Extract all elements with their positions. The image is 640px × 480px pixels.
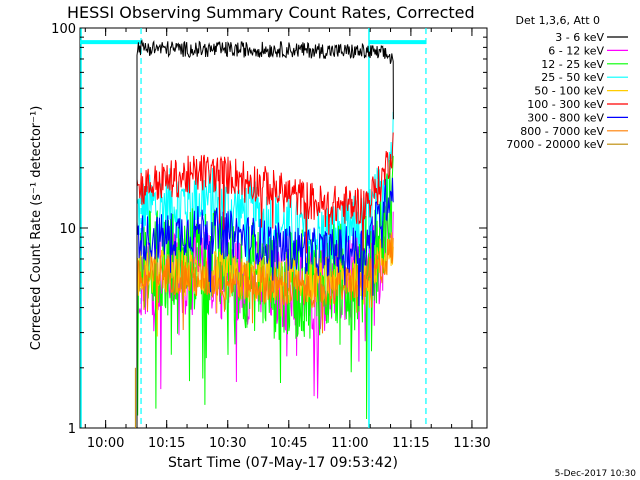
- x-tick-label-6: 11:30: [453, 436, 490, 451]
- footer-date: 5-Dec-2017 10:30: [555, 469, 637, 479]
- x-tick-label-0: 10:00: [87, 436, 124, 451]
- chart-title: HESSI Observing Summary Count Rates, Cor…: [67, 3, 475, 22]
- legend-label-2: 12 - 25 keV: [541, 58, 604, 71]
- x-tick-label-2: 10:30: [209, 436, 246, 451]
- series-line-7: [136, 234, 394, 334]
- legend-label-0: 3 - 6 keV: [555, 31, 604, 44]
- legend-label-6: 300 - 800 keV: [527, 111, 604, 124]
- x-ticks: 10:00 10:15 10:30 10:45 11:00 11:15 11:30: [84, 28, 491, 451]
- x-tick-label-3: 10:45: [270, 436, 307, 451]
- legend-label-5: 100 - 300 keV: [527, 98, 604, 111]
- legend-label-8: 7000 - 20000 keV: [506, 138, 604, 151]
- x-axis-label: Start Time (07-May-17 09:53:42): [168, 455, 398, 471]
- legend-label-3: 25 - 50 keV: [541, 71, 604, 84]
- series: [134, 39, 394, 428]
- x-tick-label-4: 11:00: [331, 436, 368, 451]
- y-ticks: 1 10 100: [51, 22, 487, 437]
- overlays: [80, 28, 427, 428]
- legend-label-1: 6 - 12 keV: [548, 44, 604, 57]
- series-line-5: [136, 132, 394, 254]
- legend-label-4: 50 - 100 keV: [534, 85, 604, 98]
- legend-title: Det 1,3,6, Att 0: [516, 14, 600, 27]
- series-line-6: [136, 177, 394, 307]
- y-tick-label-1: 10: [59, 222, 76, 237]
- x-tick-label-5: 11:15: [392, 436, 429, 451]
- y-axis-label: Corrected Count Rate (s⁻¹ detector⁻¹): [29, 106, 44, 351]
- y-tick-label-0: 1: [68, 422, 76, 437]
- series-line-0: [136, 39, 394, 428]
- legend-label-7: 800 - 7000 keV: [520, 125, 604, 138]
- y-tick-label-2: 100: [51, 22, 76, 37]
- x-tick-label-1: 10:15: [148, 436, 185, 451]
